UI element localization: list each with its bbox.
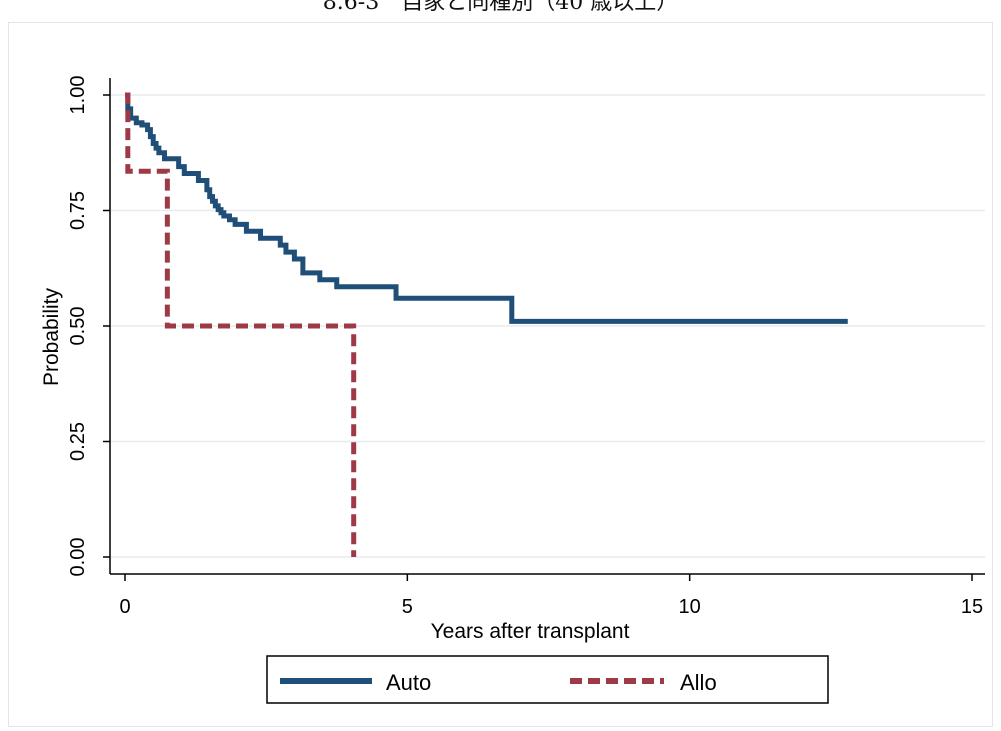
y-tick-label: 0.25 — [67, 422, 89, 461]
legend-label-auto: Auto — [386, 670, 431, 695]
y-axis-title: Probability — [40, 287, 63, 386]
x-axis-title: Years after transplant — [431, 620, 630, 643]
legend: Auto Allo — [266, 655, 829, 704]
series-layer — [125, 92, 848, 557]
axes: 0.00 0.25 0.50 0.75 1.00 0 5 10 15 Years after tr… — [40, 76, 985, 643]
y-tick-label: 0.50 — [67, 307, 89, 346]
x-tick-label: 0 — [119, 596, 130, 618]
x-tick-label: 10 — [679, 596, 701, 618]
plot-frame — [8, 22, 993, 727]
x-tick-label: 5 — [402, 596, 413, 618]
series-line-auto — [125, 92, 848, 324]
y-tick-label: 0.00 — [67, 538, 89, 577]
y-tick-label: 1.00 — [67, 76, 89, 115]
chart-title: 8.6-3 自家と同種別（40 歳以上） — [322, 0, 679, 15]
series-line-allo — [125, 92, 357, 557]
gridlines — [110, 94, 985, 558]
y-tick-label: 0.75 — [67, 191, 89, 230]
legend-label-allo: Allo — [680, 670, 717, 695]
x-tick-label: 15 — [961, 596, 983, 618]
